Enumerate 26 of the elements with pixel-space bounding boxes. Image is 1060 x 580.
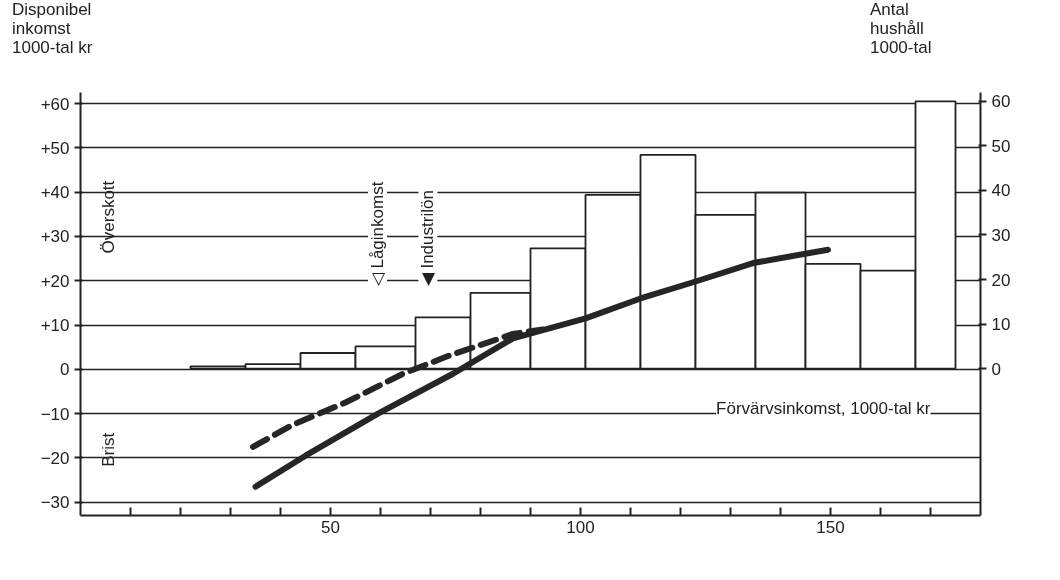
y-tick-label: +40 (40, 183, 70, 203)
y-tick-label: +50 (40, 138, 70, 158)
y2-tick-label: 0 (991, 359, 1001, 379)
annotation: Överskott (99, 180, 118, 254)
y2-tick-label: 30 (991, 225, 1011, 245)
y2-tick-label: 60 (991, 92, 1011, 112)
annotation: ◁ Låginkomst (368, 181, 387, 287)
y-tick-label: +30 (40, 227, 70, 247)
x-tick-label: 50 (321, 517, 340, 537)
x-tick-label: 150 (816, 517, 845, 537)
y-tick-label: −10 (40, 404, 70, 424)
x-tick-label: 100 (566, 517, 595, 537)
annotation: ◀ Industrilön (418, 190, 438, 287)
y-tick-label: +20 (40, 271, 70, 291)
y2-tick-label: 50 (991, 136, 1011, 156)
y2-tick-label: 10 (991, 315, 1011, 335)
y-tick-label: +60 (40, 94, 70, 114)
y2-axis-title: Antal hushåll 1000-tal (870, 0, 932, 57)
y2-tick-label: 20 (991, 270, 1011, 290)
y2-tick-label: 40 (991, 181, 1011, 201)
y-tick-label: −30 (40, 493, 70, 513)
y-tick-label: +10 (40, 316, 70, 336)
y-tick-label: 0 (60, 360, 70, 380)
y-axis-title: Disponibel inkomst 1000-tal kr (12, 0, 93, 57)
x-axis-title: Förvärvsinkomst, 1000-tal kr (716, 399, 931, 419)
y-tick-label: −20 (40, 448, 70, 468)
